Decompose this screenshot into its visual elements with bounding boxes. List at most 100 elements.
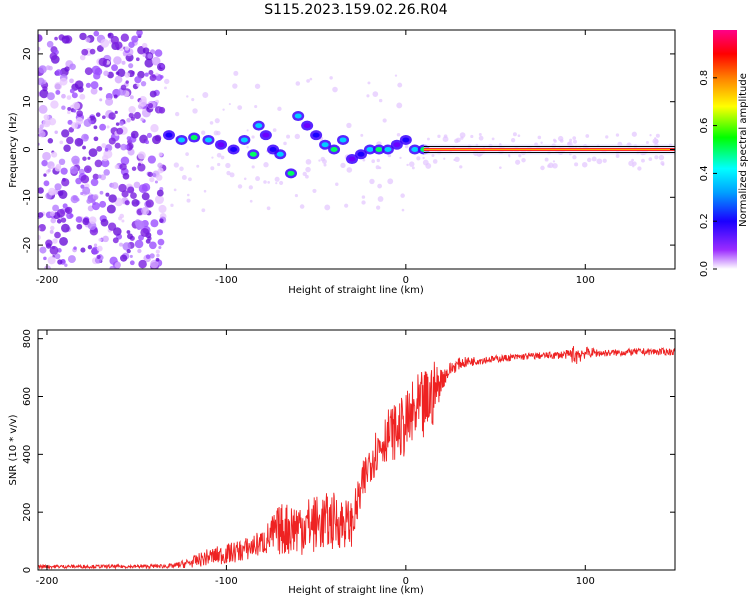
scatter-blob [394, 74, 398, 77]
trace-point [357, 151, 365, 157]
noise-blob [38, 46, 41, 52]
scatter-blob [637, 166, 642, 171]
scatter-blob [369, 178, 375, 185]
noise-blob [69, 166, 78, 175]
noise-blob [131, 166, 137, 171]
noise-blob [102, 154, 109, 162]
noise-blob [66, 136, 74, 145]
noise-blob [67, 255, 76, 264]
noise-blob [103, 169, 110, 176]
scatter-blob [344, 203, 349, 208]
noise-blob [128, 106, 136, 114]
noise-blob [113, 56, 122, 65]
scatter-blob [275, 182, 278, 185]
noise-blob [154, 49, 163, 57]
scatter-blob [192, 108, 198, 114]
noise-blob [87, 244, 93, 250]
noise-blob [80, 191, 84, 196]
scatter-blob [515, 159, 521, 165]
y-tick-label: 200 [22, 503, 33, 522]
scatter-blob [274, 176, 280, 182]
scatter-blob [605, 135, 609, 139]
noise-blob [61, 93, 66, 99]
noise-blob [38, 234, 41, 241]
noise-blob [131, 198, 140, 207]
noise-blob [141, 206, 150, 216]
trace-point [240, 137, 248, 143]
scatter-blob [302, 171, 307, 177]
noise-blob [118, 216, 123, 221]
snr-x-label: Height of straight line (km) [288, 585, 424, 596]
noise-blob [100, 174, 107, 181]
noise-blob [80, 184, 85, 189]
noise-blob [129, 260, 135, 266]
scatter-blob [658, 154, 665, 161]
noise-blob [59, 140, 64, 145]
noise-blob [130, 130, 139, 139]
noise-blob [159, 75, 164, 79]
noise-blob [38, 127, 44, 134]
trace-point [339, 137, 347, 143]
noise-blob [48, 187, 56, 196]
noise-blob [105, 192, 110, 197]
scatter-blob [437, 134, 441, 138]
noise-blob [136, 30, 143, 37]
scatter-blob [376, 158, 380, 163]
noise-blob [76, 110, 83, 117]
noise-blob [61, 35, 70, 44]
snr-content [38, 346, 675, 570]
scatter-blob [318, 159, 321, 162]
noise-blob [155, 72, 159, 76]
noise-blob [124, 72, 131, 78]
scatter-blob [309, 77, 313, 81]
colorbar-gradient [713, 30, 737, 269]
spectrogram-x-ticks: -200 -100 0 100 [36, 30, 595, 286]
noise-blob [124, 200, 130, 206]
scatter-blob [518, 154, 522, 158]
noise-blob [100, 38, 110, 48]
noise-blob [115, 122, 120, 126]
noise-blob [138, 259, 147, 269]
snr-series-line [38, 346, 675, 570]
scatter-blob [294, 194, 298, 198]
scatter-blob [175, 111, 180, 117]
scatter-blob [229, 172, 235, 178]
scatter-blob [254, 83, 261, 89]
noise-blob [69, 63, 76, 71]
noise-blob [46, 92, 55, 101]
y-tick-label: 20 [22, 48, 33, 61]
noise-blob [54, 36, 58, 41]
trace-point [178, 137, 186, 143]
scatter-blob [432, 159, 438, 164]
scatter-blob [649, 134, 652, 137]
scatter-blob [272, 128, 277, 132]
scatter-blob [387, 153, 392, 158]
noise-blob [83, 118, 92, 127]
scatter-blob [552, 138, 556, 142]
x-tick-label: 0 [403, 275, 409, 286]
noise-blob [39, 89, 49, 99]
noise-blob [94, 257, 102, 264]
colorbar-tick-label: 0.6 [699, 118, 710, 134]
noise-blob [86, 198, 92, 204]
noise-blob [71, 92, 78, 99]
noise-blob [150, 124, 159, 133]
noise-blob [158, 152, 163, 157]
scatter-blob [396, 132, 401, 137]
noise-blob [71, 122, 79, 130]
noise-blob [102, 235, 109, 243]
y-tick-label: 400 [22, 445, 33, 464]
noise-blob [160, 64, 164, 68]
noise-blob [47, 256, 56, 265]
scatter-blob [237, 105, 243, 111]
noise-blob [103, 70, 109, 77]
scatter-blob [294, 133, 301, 140]
noise-blob [133, 111, 141, 120]
noise-blob [109, 265, 115, 269]
trace-point [217, 142, 225, 148]
scatter-blob [557, 135, 564, 142]
scatter-blob [306, 79, 310, 83]
noise-blob [147, 53, 153, 59]
noise-blob [49, 245, 59, 255]
